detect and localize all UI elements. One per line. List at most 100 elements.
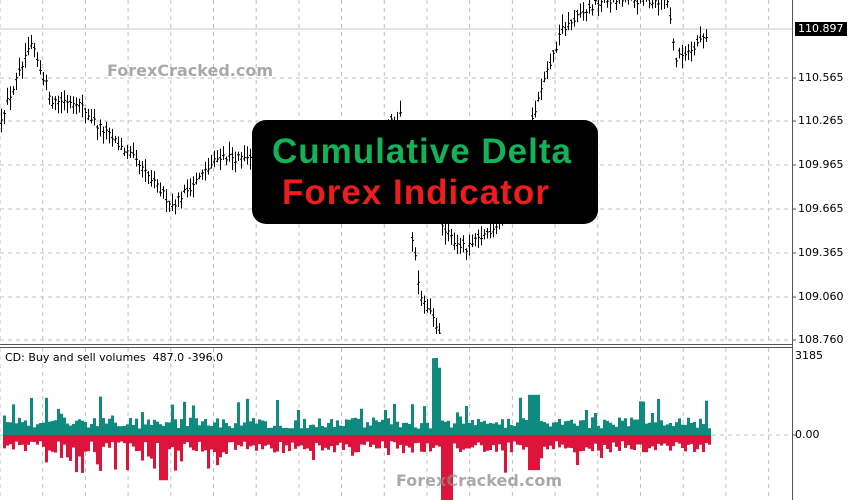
buy-volume-bar <box>381 419 384 435</box>
sell-volume-bar <box>495 435 498 452</box>
sell-volume-bar <box>348 435 351 448</box>
sell-volume-bar <box>300 435 303 446</box>
sell-volume-bar <box>315 435 318 443</box>
sell-volume-bar <box>114 435 117 470</box>
buy-volume-bar <box>594 412 597 435</box>
buy-volume-bar <box>645 423 648 435</box>
sell-volume-bar <box>24 435 27 452</box>
buy-volume-bar <box>219 427 222 435</box>
buy-volume-bar <box>3 415 6 435</box>
buy-volume-bar <box>351 418 354 435</box>
buy-volume-bar <box>342 426 345 435</box>
sell-volume-bar <box>483 435 486 452</box>
sell-volume-bar <box>651 435 654 447</box>
buy-volume-bar <box>699 418 702 435</box>
buy-volume-bar <box>639 401 642 435</box>
buy-volume-bar <box>72 423 75 435</box>
buy-volume-bar <box>354 417 357 435</box>
sell-volume-bar <box>285 435 288 446</box>
sell-volume-bar <box>357 435 360 453</box>
buy-volume-bar <box>423 406 426 435</box>
buy-volume-bar <box>42 422 45 435</box>
buy-volume-bar <box>75 420 78 435</box>
buy-volume-bar <box>615 426 618 435</box>
sell-volume-bar <box>513 435 516 442</box>
buy-volume-bar <box>279 425 282 435</box>
buy-volume-bar <box>564 421 567 435</box>
sell-volume-bar <box>504 435 507 473</box>
buy-volume-bar <box>672 425 675 435</box>
sell-volume-bar <box>45 435 48 463</box>
sell-volume-bar <box>33 435 36 442</box>
buy-volume-bar <box>369 425 372 435</box>
sell-volume-bar <box>549 435 552 446</box>
sell-volume-bar <box>219 435 222 458</box>
sell-volume-bar <box>525 435 528 448</box>
sell-volume-bar <box>393 435 396 443</box>
sell-volume-bar <box>198 435 201 442</box>
sell-volume-bar <box>564 435 567 449</box>
sell-volume-bar <box>462 435 465 450</box>
buy-volume-bar <box>492 423 495 435</box>
buy-volume-bar <box>261 420 264 435</box>
sell-volume-bar <box>69 435 72 461</box>
buy-volume-bar <box>267 427 270 435</box>
buy-volume-bar <box>363 427 366 435</box>
sell-volume-bar <box>642 435 645 453</box>
banner-title: Cumulative Delta <box>272 132 572 171</box>
buy-volume-bar <box>468 422 471 435</box>
sell-volume-bar <box>336 435 339 446</box>
sell-volume-bar <box>96 435 99 465</box>
buy-volume-bar <box>561 424 564 435</box>
sell-volume-bar <box>567 435 570 448</box>
sell-volume-bar <box>519 435 522 446</box>
sell-volume-bar <box>486 435 489 451</box>
buy-volume-bar <box>603 419 606 435</box>
buy-volume-bar <box>171 404 174 435</box>
sell-volume-bar <box>450 435 453 500</box>
sell-volume-bar <box>411 435 414 453</box>
buy-volume-bar <box>222 419 225 435</box>
buy-volume-bar <box>420 423 423 435</box>
sell-volume-bar <box>321 435 324 451</box>
buy-volume-bar <box>237 402 240 435</box>
buy-volume-bar <box>618 417 621 435</box>
buy-volume-bar <box>504 427 507 435</box>
buy-volume-bar <box>669 422 672 435</box>
sell-volume-bar <box>63 435 66 445</box>
buy-volume-bar <box>9 422 12 435</box>
buy-volume-bar <box>480 421 483 435</box>
sell-volume-bar <box>15 435 18 442</box>
sell-volume-bar <box>522 435 525 450</box>
buy-volume-bar <box>303 418 306 435</box>
promo-banner: Cumulative Delta Forex Indicator <box>252 120 598 224</box>
sell-volume-bar <box>48 435 51 451</box>
buy-volume-bar <box>702 424 705 435</box>
sell-volume-bar <box>396 435 399 449</box>
buy-volume-bar <box>411 404 414 435</box>
sell-volume-bar <box>186 435 189 443</box>
sell-volume-bar <box>447 435 450 500</box>
buy-volume-bar <box>459 416 462 435</box>
buy-volume-bar <box>252 418 255 435</box>
sell-volume-bar <box>558 435 561 448</box>
buy-volume-bar <box>225 423 228 435</box>
buy-volume-bar <box>306 428 309 435</box>
buy-volume-bar <box>123 425 126 435</box>
watermark: ForexCracked.com <box>107 61 273 80</box>
sell-volume-bar <box>174 435 177 471</box>
buy-volume-bar <box>483 420 486 435</box>
sell-volume-bar <box>231 435 234 443</box>
buy-volume-bar <box>315 427 318 435</box>
sell-volume-bar <box>414 435 417 444</box>
sell-volume-bar <box>351 435 354 456</box>
buy-volume-bar <box>318 418 321 435</box>
buy-volume-bar <box>579 420 582 435</box>
sell-volume-bar <box>381 435 384 442</box>
sell-volume-bar <box>600 435 603 458</box>
buy-volume-bar <box>570 419 573 435</box>
sell-volume-bar <box>66 435 69 458</box>
buy-volume-bar <box>150 425 153 435</box>
sell-volume-bar <box>552 435 555 450</box>
